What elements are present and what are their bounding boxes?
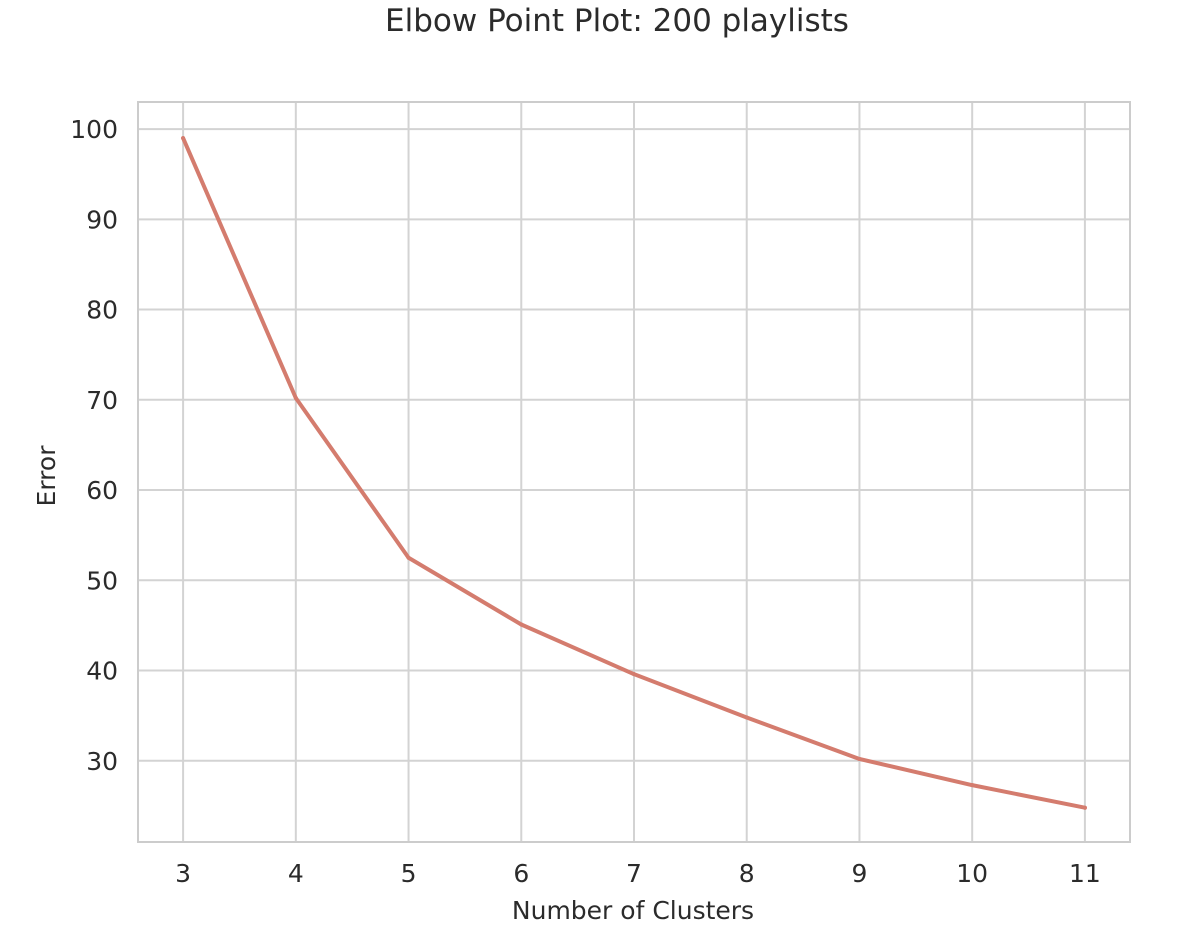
x-tick-label-11: 11 xyxy=(1069,859,1101,888)
data-point-8 xyxy=(744,715,749,720)
data-point-6 xyxy=(519,622,524,627)
y-tick-label-50: 50 xyxy=(86,566,118,595)
y-tick-label-40: 40 xyxy=(86,657,118,686)
series-layer xyxy=(181,136,1087,810)
y-tick-label-100: 100 xyxy=(70,115,118,144)
data-point-3 xyxy=(181,136,186,141)
x-tick-label-5: 5 xyxy=(401,859,417,888)
y-tick-label-70: 70 xyxy=(86,386,118,415)
y-tick-label-30: 30 xyxy=(86,747,118,776)
y-tick-label-90: 90 xyxy=(86,205,118,234)
plot-frame xyxy=(137,101,1131,843)
x-tick-label-4: 4 xyxy=(288,859,304,888)
data-point-10 xyxy=(970,783,975,788)
x-tick-label-6: 6 xyxy=(513,859,529,888)
x-tick-label-3: 3 xyxy=(175,859,191,888)
x-tick-label-9: 9 xyxy=(852,859,868,888)
data-point-4 xyxy=(293,396,298,400)
y-tick-label-60: 60 xyxy=(86,476,118,505)
data-point-11 xyxy=(1082,805,1087,810)
x-tick-label-8: 8 xyxy=(739,859,755,888)
y-tick-labels: 30 40 50 60 70 80 90 100 xyxy=(70,115,118,776)
chart-title: Elbow Point Plot: 200 playlists xyxy=(385,3,849,39)
x-tick-label-10: 10 xyxy=(956,859,988,888)
y-tick-label-80: 80 xyxy=(86,296,118,325)
data-point-7 xyxy=(632,672,636,677)
y-axis-label: Error xyxy=(32,445,61,507)
x-tick-labels: 3 4 5 6 7 8 9 10 11 xyxy=(175,859,1101,888)
data-point-9 xyxy=(857,756,862,761)
x-axis-label: Number of Clusters xyxy=(512,896,754,925)
grid xyxy=(138,102,1130,842)
x-tick-label-7: 7 xyxy=(626,859,642,888)
data-point-5 xyxy=(406,555,411,560)
